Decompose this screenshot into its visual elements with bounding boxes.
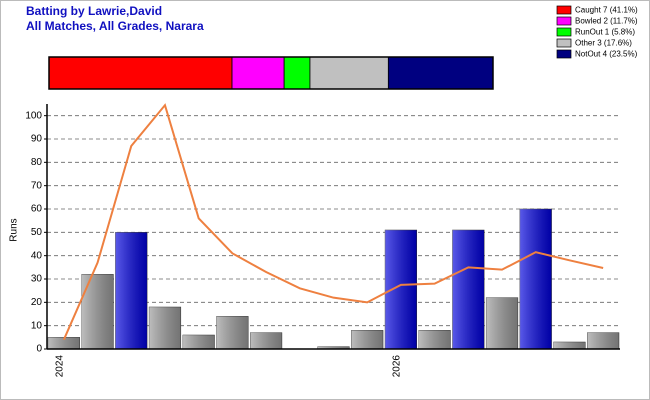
- summary-border: [48, 56, 494, 90]
- bar-shade: [216, 316, 249, 349]
- legend-label: NotOut 4 (23.5%): [575, 50, 638, 59]
- bar-shade: [149, 307, 181, 349]
- legend-label: Caught 7 (41.1%): [575, 6, 638, 15]
- bar-shade: [553, 342, 586, 349]
- x-tick-label: 2024: [54, 355, 65, 378]
- chart-title: Batting by Lawrie,David: [26, 4, 162, 18]
- legend-swatch: [556, 16, 572, 26]
- chart-subtitle: All Matches, All Grades, Narara: [26, 19, 204, 33]
- y-tick-label: 90: [31, 134, 43, 145]
- bar-shade: [452, 230, 485, 349]
- y-tick-label: 30: [31, 274, 43, 285]
- summary-segment: [387, 56, 494, 90]
- y-tick-label: 100: [25, 110, 42, 121]
- bar-shade: [486, 297, 518, 349]
- summary-segment: [231, 56, 285, 90]
- legend-label: Other 3 (17.6%): [575, 39, 632, 48]
- bar-shade: [48, 337, 80, 349]
- bar-shade: [115, 232, 148, 349]
- bar-shade: [418, 330, 451, 349]
- bar-shade: [587, 332, 619, 349]
- y-tick-label: 80: [31, 157, 43, 168]
- bar-shade: [519, 209, 552, 349]
- summary-segment: [309, 56, 389, 90]
- bar-shade: [182, 335, 215, 349]
- x-tick-label: 2026: [392, 355, 403, 378]
- summary-segment: [283, 56, 311, 90]
- y-tick-label: 20: [31, 297, 43, 308]
- y-tick-label: 60: [31, 204, 43, 215]
- y-axis-label: Runs: [9, 218, 20, 241]
- bar-shade: [351, 330, 384, 349]
- legend-label: RunOut 1 (5.8%): [575, 28, 635, 37]
- bar-shade: [250, 332, 282, 349]
- bar-shade: [317, 346, 350, 349]
- legend-label: Bowled 2 (11.7%): [575, 17, 638, 26]
- legend-swatch: [556, 49, 572, 59]
- legend-swatch: [556, 38, 572, 48]
- y-tick-label: 50: [31, 227, 43, 238]
- legend-swatch: [556, 27, 572, 37]
- average-line: [62, 103, 604, 341]
- y-tick-label: 40: [31, 250, 43, 261]
- y-tick-label: 10: [31, 320, 43, 331]
- y-tick-label: 0: [36, 344, 42, 355]
- summary-segment: [48, 56, 233, 90]
- y-tick-label: 70: [31, 180, 43, 191]
- legend-swatch: [556, 5, 572, 15]
